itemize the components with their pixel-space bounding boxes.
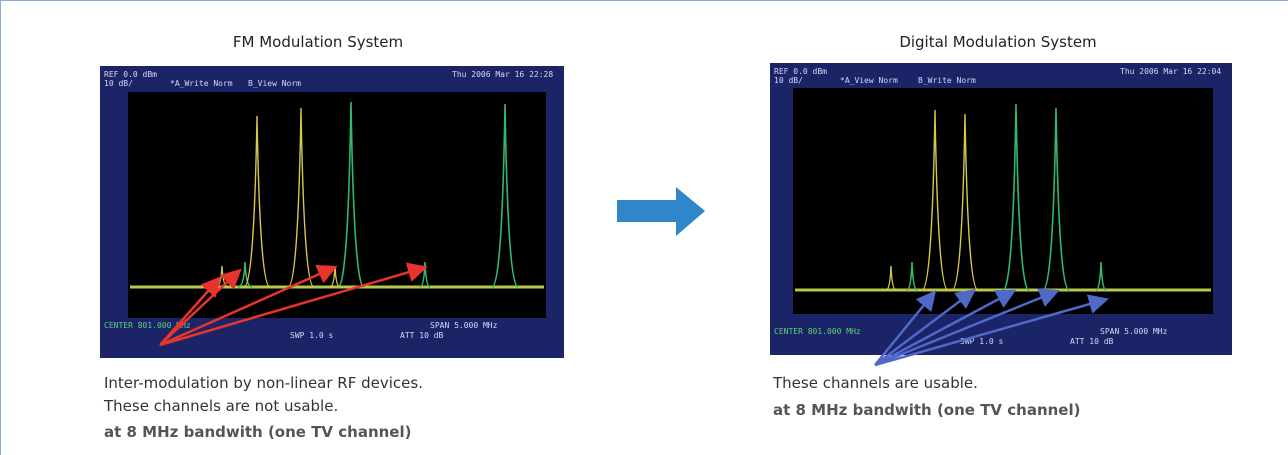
diagram: FM Modulation System REF 0.0 dBm 10 dB/ … [0,0,1288,455]
note: at 8 MHz bandwith (one TV channel) [773,401,1080,419]
screen-text: SPAN 5.000 MHz [1100,327,1168,336]
screen-text: Thu 2006 Mar 16 22:04 [1120,67,1221,76]
caption: These channels are not usable. [103,397,338,415]
screen-text: REF 0.0 dBm [774,67,827,76]
spectrum-screen: REF 0.0 dBm 10 dB/ *A_View Norm B_Write … [770,63,1232,365]
screen-text: 10 dB/ [774,76,803,85]
screen-text: *A_Write Norm [170,79,233,88]
transition-arrow [617,187,705,236]
screen-text: CENTER 801.000 MHz [774,327,861,336]
screen-text: B_View Norm [248,79,301,88]
caption: Inter-modulation by non-linear RF device… [104,374,423,392]
screen-text: *A_View Norm [840,76,898,85]
screen-text: ATT 10 dB [1070,337,1114,346]
note: at 8 MHz bandwith (one TV channel) [104,423,411,441]
screen-text: SPAN 5.000 MHz [430,321,498,330]
spectrum-screen: REF 0.0 dBm 10 dB/ *A_Write Norm B_View … [100,66,564,358]
panel-title: Digital Modulation System [899,33,1096,51]
screen-text: REF 0.0 dBm [104,70,157,79]
page: {"left_panel": {"title": "FM Modulation … [0,0,1288,455]
screen-text: B_Write Norm [918,76,976,85]
caption: These channels are usable. [772,374,978,392]
screen-text: Thu 2006 Mar 16 22:28 [452,70,553,79]
screen-text: ATT 10 dB [400,331,444,340]
screen-text: 10 dB/ [104,79,133,88]
panel-title: FM Modulation System [233,33,403,51]
screen-text: SWP 1.0 s [290,331,334,340]
